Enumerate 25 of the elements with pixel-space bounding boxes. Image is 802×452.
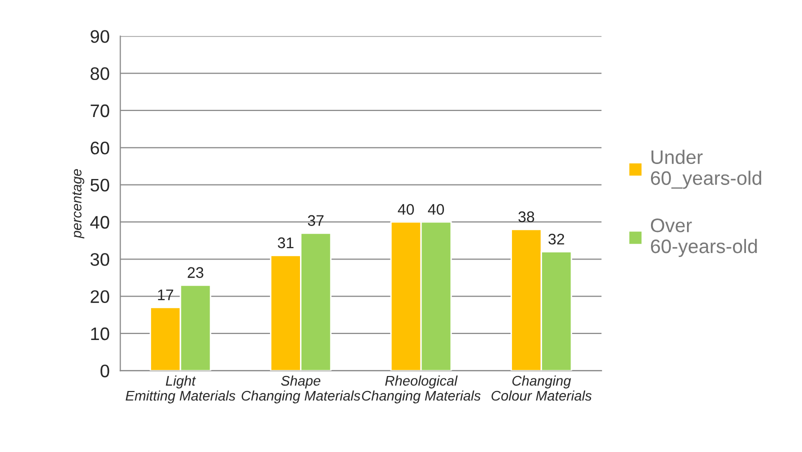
legend-label: Under 60_years-old — [651, 150, 762, 189]
data-label: 38 — [518, 211, 534, 222]
y-tick-label: 80 — [90, 67, 110, 80]
data-label: 37 — [308, 215, 324, 226]
data-label: 17 — [158, 290, 174, 300]
y-tick-label: 50 — [90, 178, 110, 192]
x-tick-label: Shape Changing Materials — [242, 376, 360, 404]
data-label: 31 — [278, 237, 294, 248]
x-tick-label: Changing Colour Materials — [492, 376, 592, 401]
y-axis-title: percentage — [72, 169, 84, 238]
y-tick-label: 40 — [90, 216, 110, 229]
y-tick-label: 10 — [91, 327, 110, 340]
data-label: 40 — [398, 204, 414, 215]
legend-label: Over 60-years-old — [650, 218, 757, 258]
x-tick-label: Rheological Changing Materials — [362, 376, 481, 404]
data-label: 32 — [548, 234, 564, 245]
y-tick-label: 70 — [90, 104, 110, 118]
data-label: 23 — [188, 267, 204, 278]
y-tick-label: 90 — [90, 30, 110, 43]
y-tick-label: 20 — [90, 290, 110, 304]
y-tick-label: 30 — [90, 253, 110, 266]
data-label: 40 — [428, 204, 444, 215]
y-tick-label: 60 — [90, 142, 110, 154]
x-tick-label: Light Emitting Materials — [126, 376, 236, 404]
y-tick-label: 0 — [100, 364, 110, 378]
